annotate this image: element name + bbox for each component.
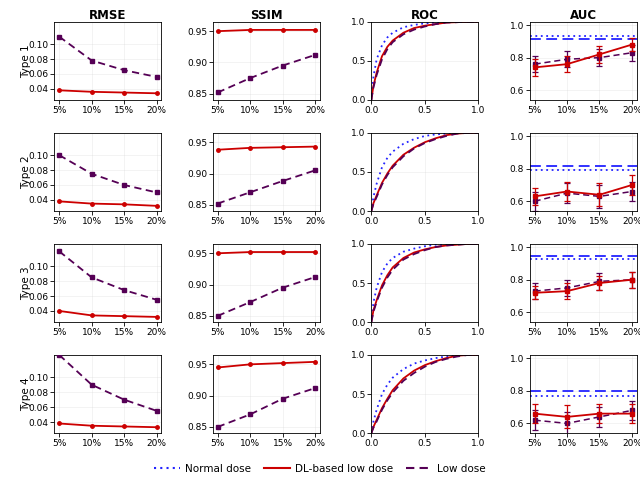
Legend: Normal dose, DL-based low dose, Low dose: Normal dose, DL-based low dose, Low dose: [150, 459, 490, 478]
Y-axis label: Type 3: Type 3: [21, 266, 31, 300]
Y-axis label: Type 4: Type 4: [21, 377, 31, 411]
Title: AUC: AUC: [570, 9, 597, 22]
Y-axis label: Type 1: Type 1: [21, 44, 31, 78]
Title: RMSE: RMSE: [89, 9, 127, 22]
Y-axis label: Type 2: Type 2: [21, 155, 31, 189]
Title: ROC: ROC: [411, 9, 439, 22]
Title: SSIM: SSIM: [250, 9, 283, 22]
